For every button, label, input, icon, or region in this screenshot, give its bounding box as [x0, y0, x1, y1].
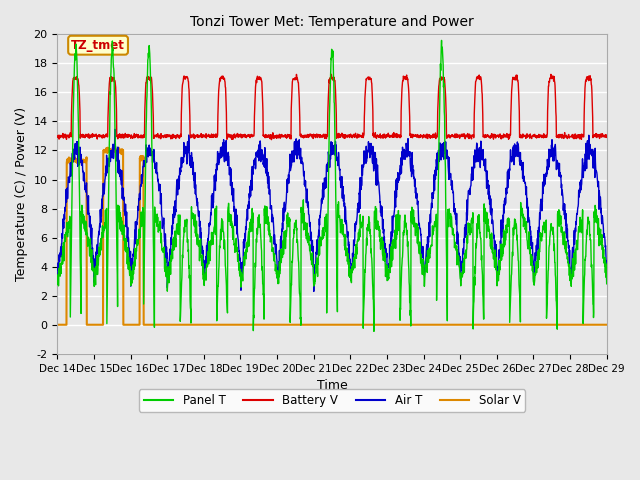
Y-axis label: Temperature (C) / Power (V): Temperature (C) / Power (V) — [15, 107, 28, 281]
X-axis label: Time: Time — [317, 379, 348, 392]
Text: TZ_tmet: TZ_tmet — [71, 39, 125, 52]
Legend: Panel T, Battery V, Air T, Solar V: Panel T, Battery V, Air T, Solar V — [139, 389, 525, 412]
Title: Tonzi Tower Met: Temperature and Power: Tonzi Tower Met: Temperature and Power — [190, 15, 474, 29]
